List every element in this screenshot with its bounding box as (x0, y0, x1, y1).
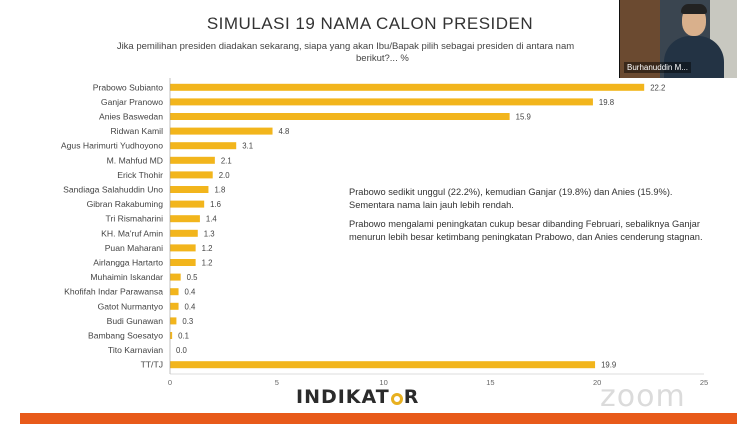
value-label: 19.8 (599, 98, 614, 107)
category-label: Gibran Rakabuming (87, 199, 164, 209)
category-label: Tito Karnavian (108, 345, 163, 355)
participant-hair (681, 4, 707, 14)
category-label: Prabowo Subianto (93, 82, 163, 92)
value-label: 1.4 (206, 215, 218, 224)
x-tick-label: 25 (700, 378, 708, 387)
category-label: Ridwan Kamil (110, 126, 163, 136)
bar (170, 244, 196, 252)
bar (170, 171, 213, 179)
bar (170, 317, 177, 325)
x-tick-label: 10 (379, 378, 387, 387)
bar (170, 127, 273, 135)
zoom-watermark: zoom (600, 379, 686, 414)
value-label: 2.0 (219, 171, 231, 180)
category-label: Anies Baswedan (99, 112, 163, 122)
category-label: KH. Ma'ruf Amin (101, 228, 163, 238)
category-label: Bambang Soesatyo (88, 331, 163, 341)
value-label: 3.1 (242, 142, 253, 151)
note-paragraph-1: Prabowo sedikit unggul (22.2%), kemudian… (349, 187, 673, 210)
participant-video-tile[interactable]: Burhanuddin M... (619, 0, 737, 78)
bar (170, 113, 510, 120)
bar (170, 142, 237, 150)
category-label: Airlangga Hartarto (93, 258, 163, 268)
category-label: Erick Thohir (117, 170, 163, 180)
value-label: 2.1 (221, 156, 232, 165)
indikator-logo: INDIKAT R (296, 386, 419, 408)
value-label: 1.2 (202, 244, 213, 253)
category-label: Gatot Nurmantyo (98, 301, 164, 311)
bar (170, 273, 181, 281)
slide-title: SIMULASI 19 NAMA CALON PRESIDEN (206, 14, 534, 33)
category-label: Agus Harimurti Yudhoyono (61, 141, 163, 151)
survey-question: Jika pemilihan presiden diadakan sekaran… (116, 41, 575, 52)
bottom-accent-bar (20, 413, 737, 424)
participant-body (664, 36, 724, 78)
video-background-left (620, 0, 660, 78)
analysis-note: Prabowo sedikit unggul (22.2%), kemudian… (349, 186, 711, 250)
category-label: Puan Maharani (105, 243, 163, 253)
bar (170, 83, 645, 91)
bar (170, 229, 198, 237)
x-tick-label: 0 (168, 378, 172, 387)
logo-text-start: INDIKAT (296, 386, 390, 408)
bar (170, 332, 173, 339)
bar (170, 186, 209, 193)
bar (170, 288, 179, 296)
note-paragraph-2: Prabowo mengalami peningkatan cukup besa… (349, 219, 703, 242)
value-label: 19.9 (601, 361, 616, 370)
bar (170, 361, 596, 369)
survey-question-cont: berikut?... % (356, 53, 409, 64)
value-label: 1.3 (204, 229, 215, 238)
value-label: 0.1 (178, 332, 189, 341)
x-tick-label: 5 (275, 378, 279, 387)
category-label: M. Mahfud MD (107, 155, 163, 165)
bar (170, 215, 200, 223)
category-label: Budi Gunawan (107, 316, 164, 326)
x-tick-label: 20 (593, 378, 601, 387)
category-label: Ganjar Pranowo (101, 97, 163, 107)
value-label: 1.6 (210, 200, 221, 209)
category-label: Sandiaga Salahuddin Uno (63, 185, 163, 195)
bar-chart: Prabowo Subianto 22.2 Ganjar Pranowo 19.8 An… (61, 78, 708, 387)
value-label: 0.4 (185, 288, 197, 297)
logo-text-end: R (403, 386, 420, 408)
category-label: Khofifah Indar Parawansa (64, 287, 163, 297)
participant-name-label: Burhanuddin M... (624, 62, 691, 73)
value-label: 22.2 (650, 83, 665, 92)
bar (170, 259, 196, 266)
value-label: 0.3 (182, 317, 193, 326)
value-label: 15.9 (516, 113, 531, 122)
bar (170, 98, 593, 106)
value-label: 0.4 (185, 302, 197, 311)
category-label: TT/TJ (141, 360, 163, 370)
value-label: 1.8 (214, 186, 225, 195)
bar (170, 200, 205, 208)
value-label: 0.5 (187, 273, 199, 282)
value-label: 1.2 (202, 259, 213, 268)
logo-ring-icon (390, 393, 403, 405)
category-label: Tri Rismaharini (106, 214, 164, 224)
category-label: Muhaimin Iskandar (90, 272, 163, 282)
x-tick-label: 15 (486, 378, 494, 387)
bar (170, 302, 179, 310)
bar (170, 156, 215, 164)
value-label: 0.0 (176, 346, 188, 355)
value-label: 4.8 (279, 127, 290, 136)
